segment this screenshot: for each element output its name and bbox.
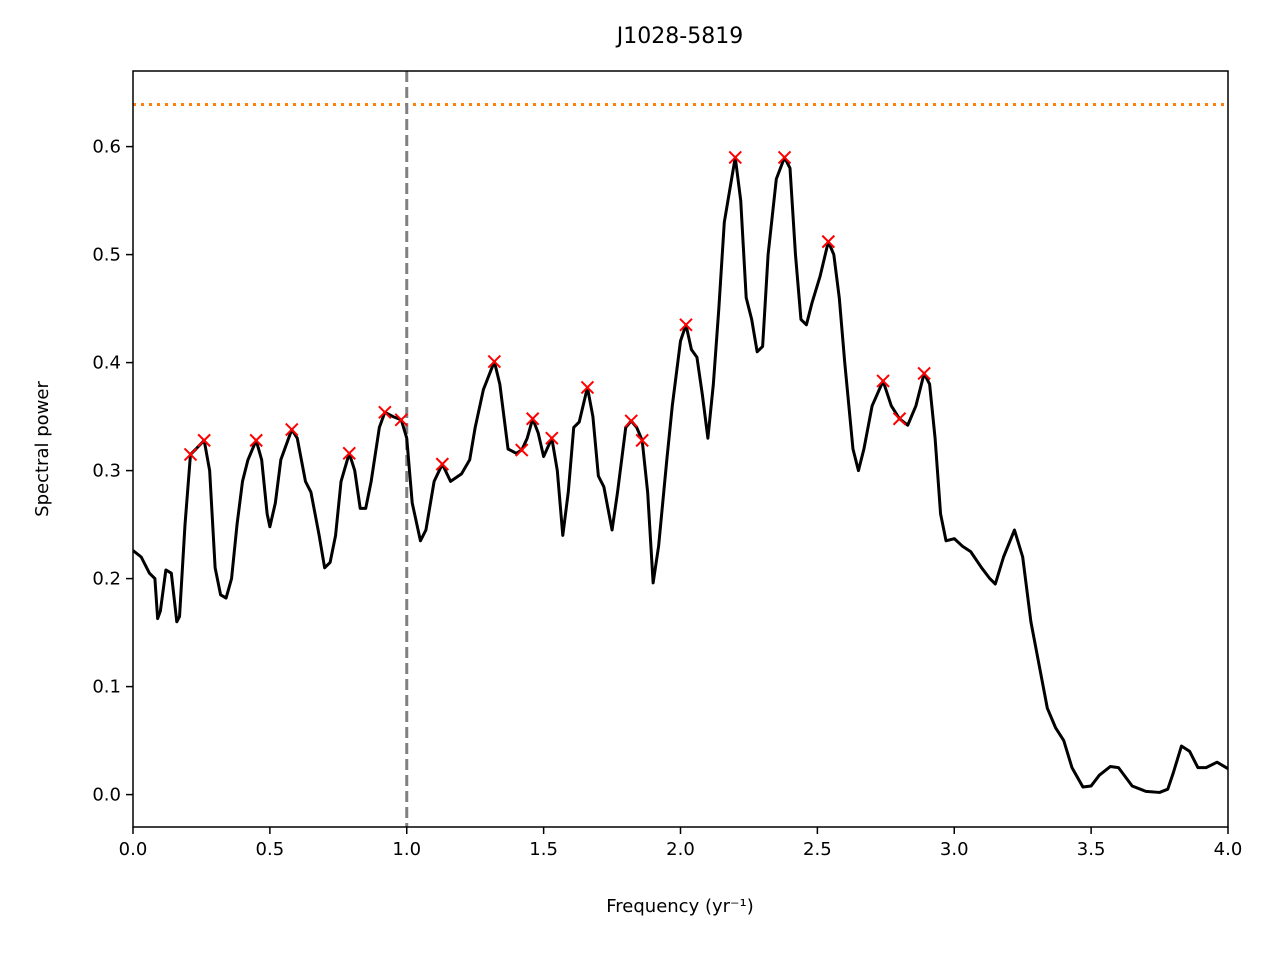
- x-tick-label: 2.0: [666, 839, 695, 860]
- peak-marker: [515, 443, 529, 457]
- peak-marker: [635, 433, 649, 448]
- y-tick-label: 0.4: [92, 353, 121, 374]
- y-tick-label: 0.5: [92, 245, 121, 266]
- peak-marker: [892, 412, 907, 426]
- peak-marker: [378, 405, 392, 419]
- spectrum-line: [133, 155, 1228, 794]
- plot-frame: [132, 70, 1229, 828]
- peak-marker: [580, 380, 595, 395]
- peak-marker: [624, 414, 638, 428]
- x-tick-label: 1.5: [529, 839, 558, 860]
- peak-marker: [777, 150, 792, 165]
- peak-marker: [821, 234, 836, 249]
- peak-marker: [487, 354, 502, 369]
- peak-marker: [728, 150, 742, 165]
- peak-marker: [249, 433, 263, 448]
- y-tick-label: 0.1: [92, 677, 121, 698]
- peak-marker: [394, 413, 408, 427]
- x-tick-label: 3.0: [940, 839, 969, 860]
- x-tick-label: 1.0: [392, 839, 421, 860]
- chart-title: J1028-5819: [615, 24, 743, 49]
- peak-marker: [342, 446, 356, 461]
- y-tick-label: 0.2: [92, 569, 121, 590]
- x-tick-label: 3.5: [1077, 839, 1106, 860]
- x-tick-label: 0.0: [119, 839, 148, 860]
- peak-marker: [545, 431, 559, 445]
- peak-marker: [435, 457, 450, 471]
- x-axis-label: Frequency (yr⁻¹): [606, 896, 754, 917]
- peak-marker: [679, 318, 693, 332]
- peak-marker: [876, 374, 890, 388]
- peak-marker: [525, 412, 540, 426]
- x-tick-label: 2.5: [803, 839, 832, 860]
- x-tick-label: 4.0: [1214, 839, 1243, 860]
- peak-marker: [285, 422, 299, 437]
- peak-marker: [183, 447, 198, 462]
- peak-marker: [917, 366, 931, 381]
- y-tick-label: 0.0: [92, 785, 121, 806]
- peak-marker: [197, 433, 211, 448]
- y-tick-label: 0.6: [92, 137, 121, 158]
- y-tick-label: 0.3: [92, 461, 121, 482]
- x-tick-label: 0.5: [256, 839, 285, 860]
- y-axis-label: Spectral power: [32, 381, 53, 517]
